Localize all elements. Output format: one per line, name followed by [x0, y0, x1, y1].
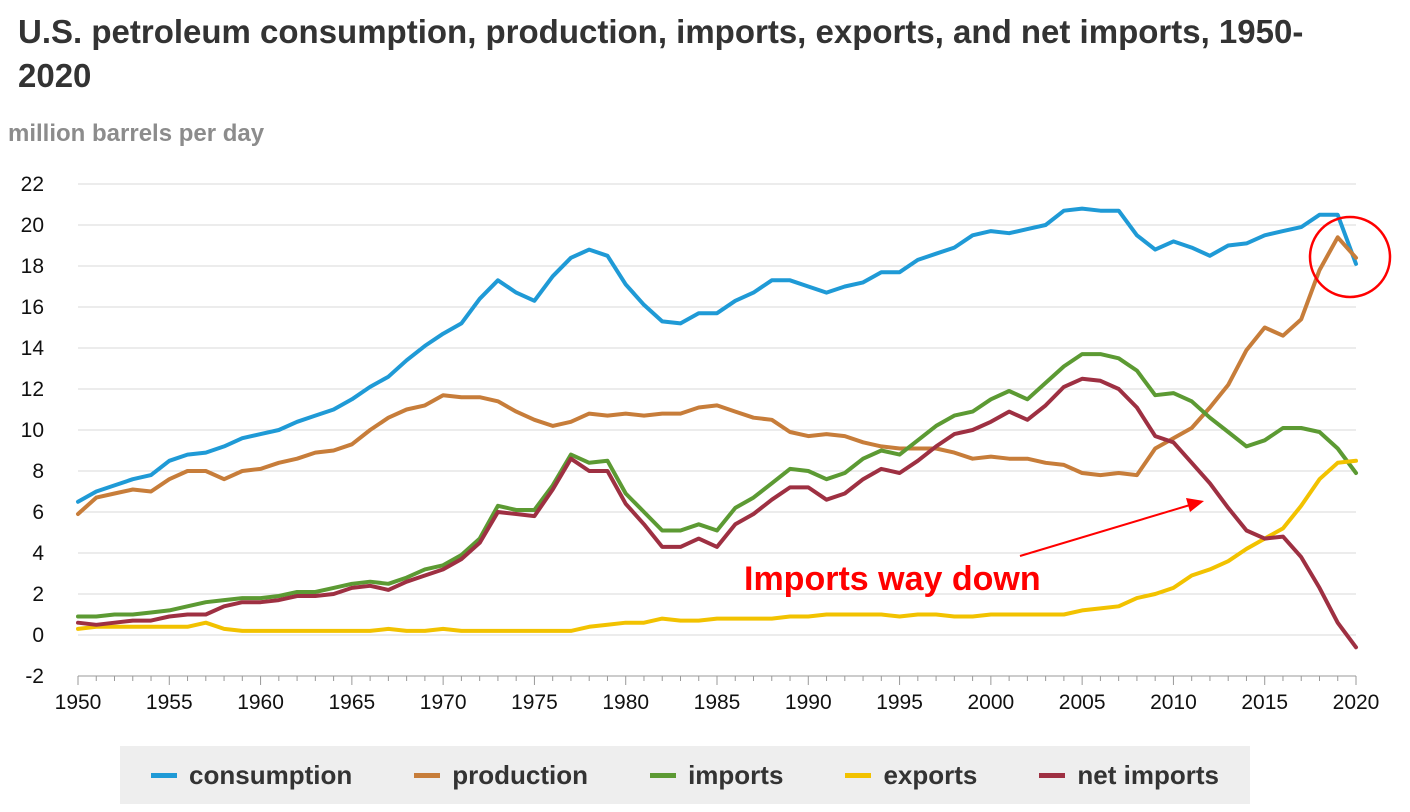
x-tick-label: 2015	[1241, 691, 1288, 714]
x-tick-label: 2000	[967, 691, 1014, 714]
legend-label-net-imports: net imports	[1077, 759, 1219, 790]
y-tick-label: 16	[21, 296, 44, 319]
y-tick-label: -2	[25, 665, 44, 688]
chart-title: U.S. petroleum consumption, production, …	[18, 13, 1304, 94]
series-line-production	[76, 235, 1358, 516]
y-tick-label: 10	[21, 419, 44, 442]
y-tick-label: 20	[21, 214, 44, 237]
x-tick-label: 2010	[1150, 691, 1197, 714]
y-tick-label: 18	[21, 255, 44, 278]
annotation-arrow-line	[1019, 504, 1191, 557]
legend-item-net-imports[interactable]: net imports	[1039, 760, 1219, 791]
y-tick-label: 22	[21, 173, 44, 196]
legend-swatch-production	[414, 772, 441, 778]
x-tick-label: 1960	[237, 691, 284, 714]
x-tick-label: 2020	[1333, 691, 1380, 714]
y-tick-label: 8	[32, 460, 44, 483]
legend-swatch-exports	[845, 772, 872, 778]
y-tick-label: 2	[32, 583, 44, 606]
annotations-overlay	[1019, 215, 1392, 557]
legend-item-exports[interactable]: exports	[845, 760, 977, 791]
legend-item-consumption[interactable]: consumption	[151, 760, 352, 791]
x-tick-label: 1995	[876, 691, 923, 714]
legend-label-exports: exports	[883, 759, 978, 790]
legend-label-production: production	[452, 759, 589, 790]
series-line-net-imports	[76, 376, 1358, 650]
y-axis-units-label: million barrels per day	[8, 120, 265, 147]
y-tick-label: 14	[21, 337, 45, 360]
legend: consumption production imports exports n…	[120, 746, 1250, 804]
legend-item-production[interactable]: production	[414, 760, 588, 791]
x-tick-label: 1965	[328, 691, 375, 714]
x-tick-label: 2005	[1059, 691, 1106, 714]
series-line-imports	[76, 352, 1358, 619]
x-tick-label: 1970	[420, 691, 467, 714]
series-line-exports	[76, 458, 1358, 633]
legend-swatch-net-imports	[1039, 772, 1066, 778]
y-axis-ticks: -2 0 2 4 6 8 10 12 14 16 18 20 22	[21, 173, 45, 688]
x-tick-label: 1955	[146, 691, 193, 714]
x-tick-label: 1950	[55, 691, 102, 714]
legend-item-imports[interactable]: imports	[650, 760, 783, 791]
series-line-consumption	[76, 206, 1358, 504]
y-tick-label: 6	[32, 501, 44, 524]
x-axis-ticks: 1950 1955 1960 1965 1970 1975 1980 1985 1990 1995…	[55, 676, 1380, 714]
x-tick-label: 1985	[694, 691, 741, 714]
highlight-circle	[1308, 215, 1392, 299]
x-tick-label: 1990	[785, 691, 832, 714]
x-tick-label: 1980	[602, 691, 649, 714]
legend-swatch-consumption	[151, 772, 178, 778]
y-tick-label: 12	[21, 378, 44, 401]
legend-swatch-imports	[650, 772, 677, 778]
legend-label-imports: imports	[688, 759, 784, 790]
series-lines	[76, 206, 1358, 650]
annotation-arrow-head	[1186, 498, 1204, 512]
x-tick-label: 1975	[511, 691, 558, 714]
y-tick-label: 0	[32, 624, 44, 647]
annotation-text: Imports way down	[744, 560, 1041, 598]
legend-label-consumption: consumption	[189, 759, 353, 790]
y-tick-label: 4	[32, 542, 44, 565]
